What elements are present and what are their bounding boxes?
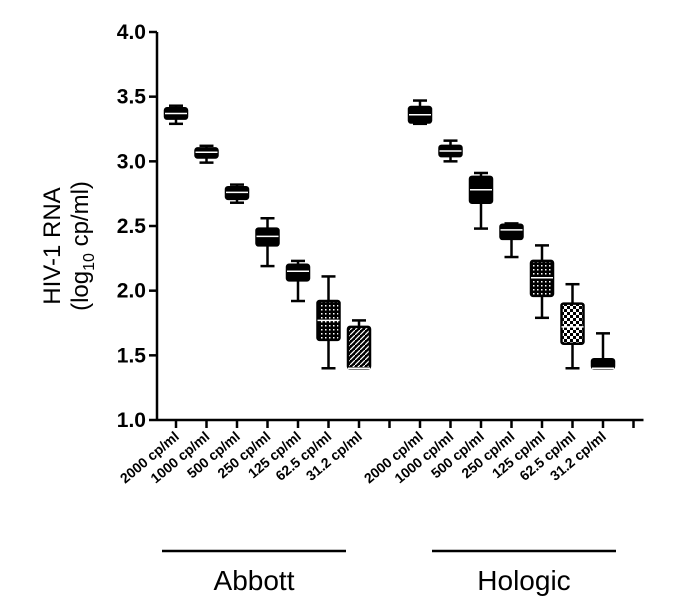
y-axis-title-line2-subscript: 10 [81,253,98,271]
y-tick-label: 3.0 [117,150,146,173]
box-abbott-1 [163,104,189,126]
y-axis-title: HIV-1 RNA (log10 cp/ml) [39,181,98,311]
box-hologic-5 [529,244,555,320]
box-abbott-5 [285,259,311,303]
box-abbott-3 [224,183,250,204]
y-tick-label: 3.5 [117,86,147,109]
y-axis: 1.0 1.5 2.0 2.5 3.0 3.5 4.0 [117,21,159,432]
box-body [346,325,372,370]
box-body [499,223,524,241]
box-abbott-2 [194,144,219,164]
y-axis-title-line1: HIV-1 RNA [39,187,66,304]
box-abbott-6 [316,275,341,370]
y-tick-label: 2.5 [117,215,147,238]
box-body [285,263,311,282]
box-hologic-6 [560,282,585,370]
box-series [163,99,616,370]
box-body [590,357,616,370]
y-tick-label: 1.0 [117,409,146,432]
box-hologic-7 [590,332,616,370]
abbott-group-label: Abbott [214,565,295,596]
box-hologic-4 [499,222,524,259]
box-hologic-3 [468,171,494,230]
box-hologic-1 [407,99,433,126]
y-axis-title-line2-prefix: (log [67,271,94,311]
y-tick-label: 2.0 [117,280,146,303]
box-body [560,302,585,345]
hologic-group-label: Hologic [477,565,570,596]
y-axis-title-line2: (log10 cp/ml) [67,181,98,311]
box-abbott-4 [255,216,280,268]
y-axis-title-line2-suffix: cp/ml) [67,181,94,253]
y-tick-label: 1.5 [117,344,147,367]
y-tick-label: 4.0 [117,21,146,44]
box-abbott-7 [346,319,372,370]
box-hologic-2 [438,139,463,163]
